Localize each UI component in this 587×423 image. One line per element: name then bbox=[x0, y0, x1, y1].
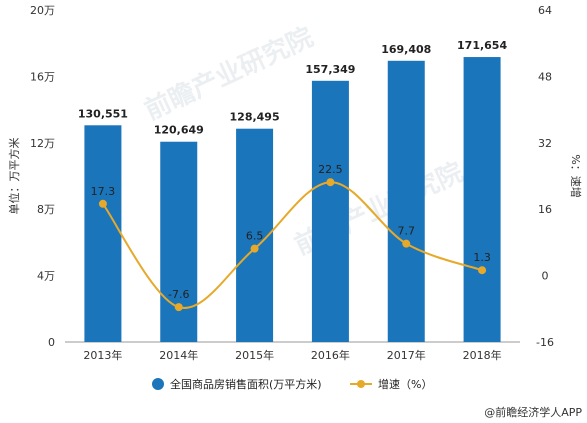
bar bbox=[463, 57, 501, 343]
x-tick-label: 2015年 bbox=[235, 348, 274, 362]
bar bbox=[387, 60, 425, 343]
y-axis-title: 单位：万平方米 bbox=[7, 138, 21, 215]
y2-tick-label: 48 bbox=[538, 70, 552, 83]
bar-value-label: 130,551 bbox=[78, 107, 128, 120]
line-series: 17.3 -7.6 6.5 22.5 7.7 1.3 bbox=[91, 163, 491, 312]
y-tick-label: 4万 bbox=[37, 270, 55, 283]
growth-point bbox=[478, 266, 487, 275]
axes: 0 4万 8万 12万 16万 20万 -16 0 16 32 48 64 2013年 2014年 2015… bbox=[7, 4, 583, 362]
bar-value-label: 171,654 bbox=[457, 39, 507, 52]
growth-value-label: -7.6 bbox=[168, 288, 189, 301]
y2-tick-label: 0 bbox=[542, 270, 549, 283]
y2-tick-label: -16 bbox=[536, 336, 554, 349]
legend-bar-swatch bbox=[152, 378, 164, 390]
bar bbox=[311, 80, 349, 342]
bar-value-label: 128,495 bbox=[230, 111, 280, 124]
x-tick-label: 2013年 bbox=[83, 348, 122, 362]
growth-point bbox=[402, 239, 411, 248]
bar-value-label: 120,649 bbox=[154, 124, 204, 137]
y-tick-label: 0 bbox=[48, 336, 55, 349]
y-tick-label: 16万 bbox=[30, 70, 55, 83]
bar-value-label: 169,408 bbox=[381, 43, 431, 56]
growth-point bbox=[326, 178, 335, 187]
y-tick-label: 20万 bbox=[30, 4, 55, 17]
y-tick-label: 8万 bbox=[37, 203, 55, 216]
y2-tick-label: 64 bbox=[538, 4, 552, 17]
x-tick-label: 2014年 bbox=[159, 348, 198, 362]
legend-bar-label: 全国商品房销售面积(万平方米) bbox=[170, 377, 322, 391]
source-text: @前瞻经济学人APP bbox=[484, 405, 582, 419]
y2-tick-label: 32 bbox=[538, 137, 552, 150]
x-tick-label: 2017年 bbox=[387, 348, 426, 362]
legend-line-label: 增速（%） bbox=[378, 377, 432, 391]
bar bbox=[160, 141, 198, 342]
growth-value-label: 1.3 bbox=[473, 251, 491, 264]
growth-value-label: 6.5 bbox=[246, 230, 264, 243]
x-tick-label: 2016年 bbox=[311, 348, 350, 362]
growth-value-label: 22.5 bbox=[318, 163, 343, 176]
growth-point bbox=[250, 244, 259, 253]
bar bbox=[84, 125, 122, 342]
growth-point bbox=[174, 303, 183, 312]
growth-value-label: 17.3 bbox=[91, 185, 116, 198]
legend: 全国商品房销售面积(万平方米) 增速（%） bbox=[152, 377, 432, 391]
legend-line-marker bbox=[357, 380, 365, 388]
growth-point bbox=[98, 199, 107, 208]
growth-value-label: 7.7 bbox=[398, 225, 416, 238]
y2-tick-label: 16 bbox=[538, 203, 552, 216]
y-tick-label: 12万 bbox=[30, 137, 55, 150]
bar-value-label: 157,349 bbox=[305, 63, 355, 76]
y2-axis-title: %：速增 bbox=[569, 154, 583, 197]
x-tick-label: 2018年 bbox=[463, 348, 502, 362]
